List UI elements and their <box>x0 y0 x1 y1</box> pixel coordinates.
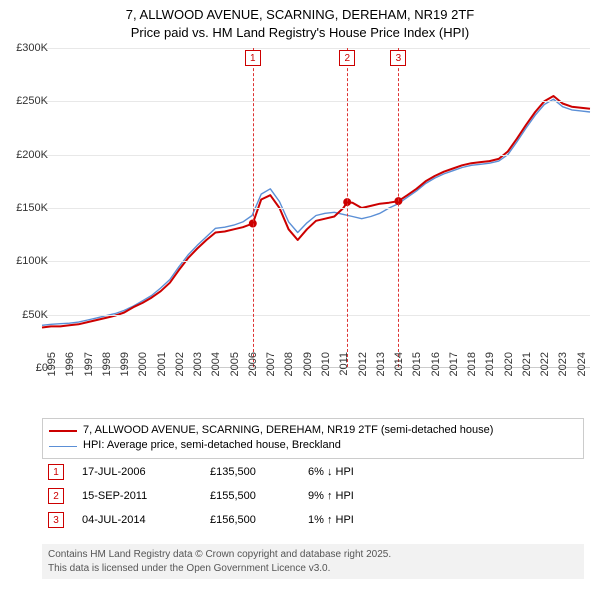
y-tick-label: £250K <box>4 95 48 107</box>
grid-line <box>42 261 590 262</box>
series-line <box>42 96 590 328</box>
x-tick-label: 2004 <box>210 352 222 392</box>
x-tick-label: 2024 <box>576 352 588 392</box>
event-num-badge: 3 <box>48 512 64 528</box>
x-tick-label: 2011 <box>338 352 350 392</box>
legend-swatch <box>49 430 77 432</box>
series-line <box>42 99 590 325</box>
legend: 7, ALLWOOD AVENUE, SCARNING, DEREHAM, NR… <box>42 418 584 459</box>
event-num-badge: 2 <box>48 488 64 504</box>
x-tick-label: 2000 <box>137 352 149 392</box>
chart-title-block: 7, ALLWOOD AVENUE, SCARNING, DEREHAM, NR… <box>0 0 600 41</box>
event-marker-line <box>398 48 399 367</box>
x-tick-label: 2002 <box>174 352 186 392</box>
event-marker-line <box>347 48 348 367</box>
grid-line <box>42 155 590 156</box>
title-line-1: 7, ALLWOOD AVENUE, SCARNING, DEREHAM, NR… <box>0 6 600 24</box>
y-tick-label: £300K <box>4 42 48 54</box>
event-date: 17-JUL-2006 <box>82 466 192 478</box>
legend-label: 7, ALLWOOD AVENUE, SCARNING, DEREHAM, NR… <box>83 423 493 438</box>
event-date: 04-JUL-2014 <box>82 514 192 526</box>
x-tick-label: 2019 <box>484 352 496 392</box>
event-delta: 9% ↑ HPI <box>308 490 408 502</box>
x-tick-label: 2007 <box>265 352 277 392</box>
x-tick-label: 2010 <box>320 352 332 392</box>
events-table-row: 2 15-SEP-2011 £155,500 9% ↑ HPI <box>42 484 584 508</box>
event-date: 15-SEP-2011 <box>82 490 192 502</box>
footer-line-2: This data is licensed under the Open Gov… <box>48 562 578 576</box>
event-badge: 2 <box>339 50 355 66</box>
event-delta: 6% ↓ HPI <box>308 466 408 478</box>
x-tick-label: 2017 <box>448 352 460 392</box>
x-tick-label: 2015 <box>411 352 423 392</box>
x-tick-label: 1996 <box>64 352 76 392</box>
x-tick-label: 1997 <box>83 352 95 392</box>
y-tick-label: £50K <box>4 309 48 321</box>
event-price: £155,500 <box>210 490 290 502</box>
x-tick-label: 1999 <box>119 352 131 392</box>
grid-line <box>42 48 590 49</box>
legend-row: HPI: Average price, semi-detached house,… <box>49 438 577 453</box>
events-table: 1 17-JUL-2006 £135,500 6% ↓ HPI 2 15-SEP-2011… <box>42 460 584 532</box>
x-tick-label: 2001 <box>156 352 168 392</box>
grid-line <box>42 208 590 209</box>
x-tick-label: 2008 <box>283 352 295 392</box>
footer-line-1: Contains HM Land Registry data © Crown c… <box>48 548 578 562</box>
x-tick-label: 2003 <box>192 352 204 392</box>
x-tick-label: 2012 <box>357 352 369 392</box>
event-price: £156,500 <box>210 514 290 526</box>
legend-label: HPI: Average price, semi-detached house,… <box>83 438 341 453</box>
y-tick-label: £150K <box>4 202 48 214</box>
x-tick-label: 2005 <box>229 352 241 392</box>
event-badge: 3 <box>390 50 406 66</box>
chart-plot-area: 1 2 3 <box>42 48 590 368</box>
x-tick-label: 2014 <box>393 352 405 392</box>
x-tick-label: 2006 <box>247 352 259 392</box>
title-line-2: Price paid vs. HM Land Registry's House … <box>0 24 600 42</box>
x-tick-label: 2016 <box>430 352 442 392</box>
x-tick-label: 2022 <box>539 352 551 392</box>
x-tick-label: 2013 <box>375 352 387 392</box>
footer-attribution: Contains HM Land Registry data © Crown c… <box>42 544 584 579</box>
x-tick-label: 2023 <box>557 352 569 392</box>
x-tick-label: 2018 <box>466 352 478 392</box>
event-price: £135,500 <box>210 466 290 478</box>
x-tick-label: 2021 <box>521 352 533 392</box>
events-table-row: 3 04-JUL-2014 £156,500 1% ↑ HPI <box>42 508 584 532</box>
event-badge: 1 <box>245 50 261 66</box>
x-tick-label: 1998 <box>101 352 113 392</box>
legend-row: 7, ALLWOOD AVENUE, SCARNING, DEREHAM, NR… <box>49 423 577 438</box>
x-tick-label: 2009 <box>302 352 314 392</box>
grid-line <box>42 101 590 102</box>
y-tick-label: £100K <box>4 255 48 267</box>
y-tick-label: £200K <box>4 149 48 161</box>
x-tick-label: 2020 <box>503 352 515 392</box>
event-num-badge: 1 <box>48 464 64 480</box>
legend-swatch <box>49 446 77 447</box>
y-tick-label: £0 <box>4 362 48 374</box>
grid-line <box>42 315 590 316</box>
x-tick-label: 1995 <box>46 352 58 392</box>
event-marker-line <box>253 48 254 367</box>
events-table-row: 1 17-JUL-2006 £135,500 6% ↓ HPI <box>42 460 584 484</box>
event-delta: 1% ↑ HPI <box>308 514 408 526</box>
